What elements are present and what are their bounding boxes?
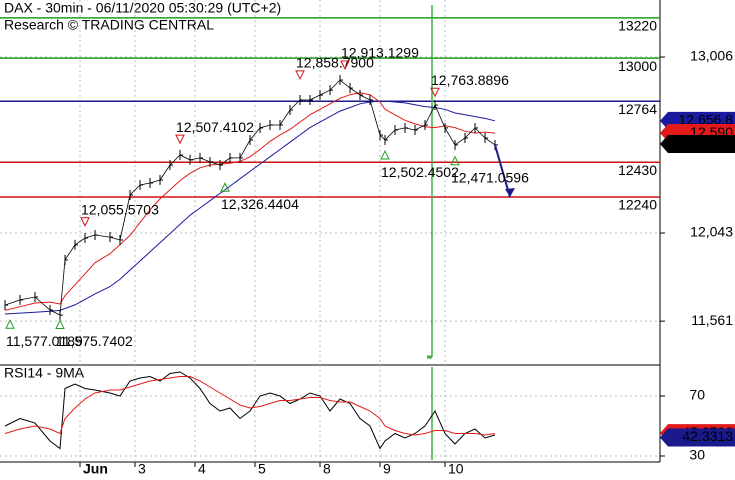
price-tag (660, 134, 735, 153)
signal-marker (175, 134, 185, 145)
x-tick-label: 5 (258, 461, 266, 477)
level-label: 12764 (618, 101, 657, 117)
x-tick-label: 3 (138, 461, 146, 477)
rsi-line (4, 371, 496, 450)
rsi-tick-label: 30 (689, 447, 705, 463)
price-tag-label: 42.3313 (682, 428, 733, 444)
rsi-title: RSI14 - 9MA (4, 365, 85, 381)
annotation-label: 12,502.4502 (381, 164, 459, 180)
signal-marker (430, 87, 440, 98)
x-tick-label: 9 (383, 461, 391, 477)
x-tick-label: Jun (83, 461, 108, 477)
projection-head (505, 188, 515, 198)
level-label: 12430 (618, 162, 657, 178)
x-tick-label: 4 (198, 461, 206, 477)
signal-marker (5, 319, 15, 329)
annotation-label: 12,763.8896 (431, 72, 509, 88)
annotation-label: 11,575.7402 (56, 333, 133, 349)
annotation-label: 11,577.0189 (6, 333, 83, 349)
level-label: 12240 (618, 197, 657, 213)
annotation-label: 12,913.1299 (341, 45, 419, 61)
signal-marker (55, 319, 65, 329)
moving-average (4, 100, 496, 315)
signal-marker (80, 217, 90, 227)
signal-marker (340, 60, 350, 71)
x-tick-label: 8 (323, 461, 331, 477)
y-tick-label: 13,006 (690, 48, 733, 64)
y-tick-label: 11,561 (691, 312, 733, 328)
annotation-label: 12,858.7900 (296, 55, 374, 71)
price-tag (660, 428, 735, 447)
rsi-tick-label: 70 (689, 387, 705, 403)
projection-arrow (494, 144, 511, 198)
annotation-label: 12,471.0596 (451, 170, 529, 186)
price-tag-label: 12,530.2 (679, 135, 734, 151)
signal-marker (220, 182, 230, 192)
signal-marker (380, 149, 390, 160)
level-label: 13220 (618, 18, 657, 34)
annotation-label: 12,507.4102 (176, 119, 254, 135)
x-tick-label: 10 (448, 461, 464, 477)
chart-title: DAX - 30min - 06/11/2020 05:30:29 (UTC+2… (4, 0, 281, 16)
y-tick-label: 12,043 (690, 224, 733, 240)
moving-average (4, 92, 496, 311)
price-line (4, 79, 496, 316)
rsi-line (4, 376, 496, 436)
level-label: 13000 (618, 58, 657, 74)
chart-subtitle: Research © TRADING CENTRAL (4, 17, 214, 33)
signal-marker (295, 70, 305, 81)
annotation-label: 12,326.4404 (221, 196, 299, 212)
price-tag-label: 12,656.8 (679, 112, 734, 128)
signal-marker (450, 155, 460, 166)
annotation-label: 12,055.5703 (81, 201, 159, 217)
